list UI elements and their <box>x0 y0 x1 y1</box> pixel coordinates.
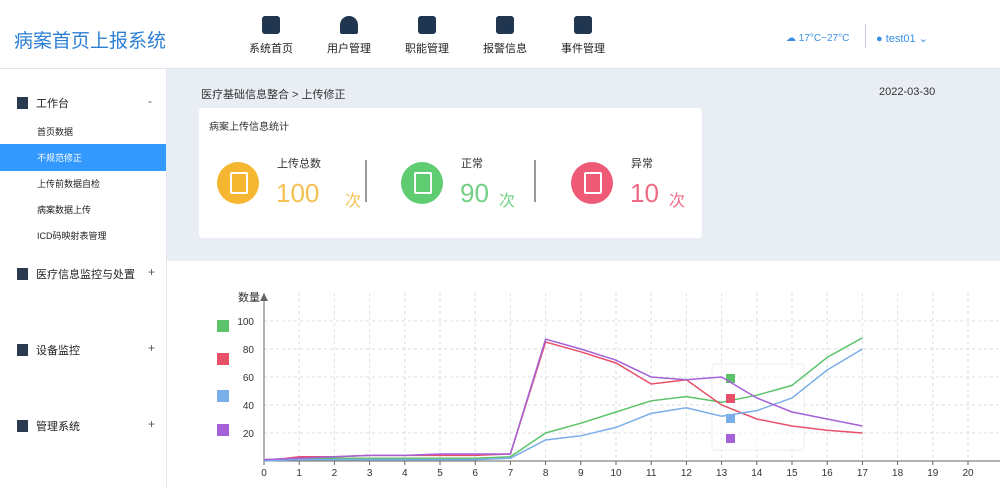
x-tick-label: 15 <box>786 468 798 479</box>
x-tick-label: 13 <box>716 468 728 479</box>
nav-icon <box>262 16 280 34</box>
legend-swatch <box>217 353 229 365</box>
active-bg <box>0 144 166 171</box>
x-tick-label: 0 <box>261 468 267 479</box>
menu-item[interactable]: ICD码映射表管理 <box>37 231 107 241</box>
nav-icon <box>418 16 436 34</box>
legend-swatch <box>217 320 229 332</box>
x-tick-label: 2 <box>332 468 338 479</box>
y-axis-label: 数量 <box>238 291 260 304</box>
x-tick-label: 1 <box>296 468 302 479</box>
stat-divider <box>365 160 367 202</box>
nav-icon <box>496 16 514 34</box>
stat-value: 100 <box>276 178 320 208</box>
menu-item[interactable]: 不规范修正 <box>37 153 83 163</box>
legend-swatch <box>217 390 229 402</box>
x-tick-label: 10 <box>610 468 622 479</box>
menu-toggle[interactable]: + <box>148 417 156 431</box>
group-icon <box>17 344 28 356</box>
menu-group[interactable]: 工作台 <box>36 98 69 110</box>
app-title: 病案首页上报系统 <box>14 31 167 52</box>
y-tick-label: 60 <box>243 373 255 384</box>
x-tick-label: 3 <box>367 468 373 479</box>
stats-card: 病案上传信息统计 上传总数 100 次 正常 90 次 异常 10 次 <box>199 108 702 238</box>
stat-value: 90 <box>460 178 489 208</box>
menu-group[interactable]: 设备监控 <box>36 345 80 357</box>
menu-toggle[interactable]: + <box>148 341 156 355</box>
nav-icon <box>340 16 358 34</box>
x-tick-label: 6 <box>472 468 478 479</box>
stat-icon-glyph <box>584 172 602 194</box>
legend-swatch <box>217 424 229 436</box>
menu-group[interactable]: 医疗信息监控与处置 <box>36 269 135 281</box>
stat-label: 上传总数 <box>277 158 321 170</box>
nav-icon <box>574 16 592 34</box>
x-tick-label: 17 <box>857 468 869 479</box>
stat-value: 10 <box>630 178 659 208</box>
x-tick-label: 12 <box>681 468 693 479</box>
x-tick-label: 5 <box>437 468 443 479</box>
nav-item[interactable]: 用户管理 <box>327 43 371 55</box>
y-tick-label: 100 <box>237 317 254 328</box>
x-tick-label: 8 <box>543 468 549 479</box>
menu-item[interactable]: 首页数据 <box>37 127 74 137</box>
x-tick-label: 16 <box>822 468 834 479</box>
group-icon <box>17 97 28 109</box>
stat-icon <box>401 162 443 204</box>
stat-unit: 次 <box>499 193 516 210</box>
stat-icon-glyph <box>230 172 248 194</box>
menu-item[interactable]: 病案数据上传 <box>37 205 92 215</box>
x-tick-label: 4 <box>402 468 408 479</box>
x-tick-label: 9 <box>578 468 584 479</box>
y-tick-label: 20 <box>243 429 255 440</box>
x-tick-label: 19 <box>927 468 939 479</box>
menu-toggle[interactable]: + <box>148 265 156 279</box>
x-tick-label: 20 <box>962 468 974 479</box>
weather-text: 17°C~27°C <box>798 33 850 44</box>
x-tick-label: 18 <box>892 468 904 479</box>
user-menu[interactable]: ● test01 ⌄ <box>876 33 928 45</box>
breadcrumb: 医疗基础信息整合 > 上传修正 <box>201 89 346 101</box>
nav-item[interactable]: 职能管理 <box>405 43 449 55</box>
stat-label: 异常 <box>631 158 653 170</box>
stat-icon <box>571 162 613 204</box>
nav-item[interactable]: 报警信息 <box>483 43 527 55</box>
tooltip-swatch <box>726 374 735 383</box>
stat-unit: 次 <box>669 193 686 210</box>
stat-unit: 次 <box>345 193 362 210</box>
nav-item[interactable]: 事件管理 <box>561 43 605 55</box>
stat-label: 正常 <box>461 158 483 170</box>
tooltip-swatch <box>726 394 735 403</box>
series-line <box>263 337 863 461</box>
x-tick-label: 7 <box>508 468 514 479</box>
menu-group[interactable]: 管理系统 <box>36 421 80 433</box>
x-tick-label: 11 <box>646 468 657 479</box>
tooltip-swatch <box>726 434 735 443</box>
y-axis-arrow <box>260 293 268 301</box>
y-tick-label: 80 <box>243 345 255 356</box>
stat-icon <box>217 162 259 204</box>
x-tick-label: 14 <box>751 468 763 479</box>
series-line <box>263 338 863 461</box>
group-icon <box>17 420 28 432</box>
nav-item[interactable]: 系统首页 <box>249 43 293 55</box>
stats-title: 病案上传信息统计 <box>209 122 289 133</box>
tooltip-swatch <box>726 414 735 423</box>
header: 病案首页上报系统 ☁ 17°C~27°C ● test01 ⌄ 系统首页 用户管理… <box>0 0 1000 69</box>
y-tick-label: 40 <box>243 401 255 412</box>
weather: ☁ 17°C~27°C <box>786 33 850 44</box>
date: 2022-03-30 <box>879 86 936 98</box>
user-name: test01 <box>885 33 916 45</box>
series-line <box>263 348 863 462</box>
divider <box>865 24 866 48</box>
group-icon <box>17 268 28 280</box>
menu-item[interactable]: 上传前数据自检 <box>37 179 101 189</box>
stat-divider <box>534 160 536 202</box>
menu-toggle[interactable]: - <box>148 94 152 108</box>
stat-icon-glyph <box>414 172 432 194</box>
